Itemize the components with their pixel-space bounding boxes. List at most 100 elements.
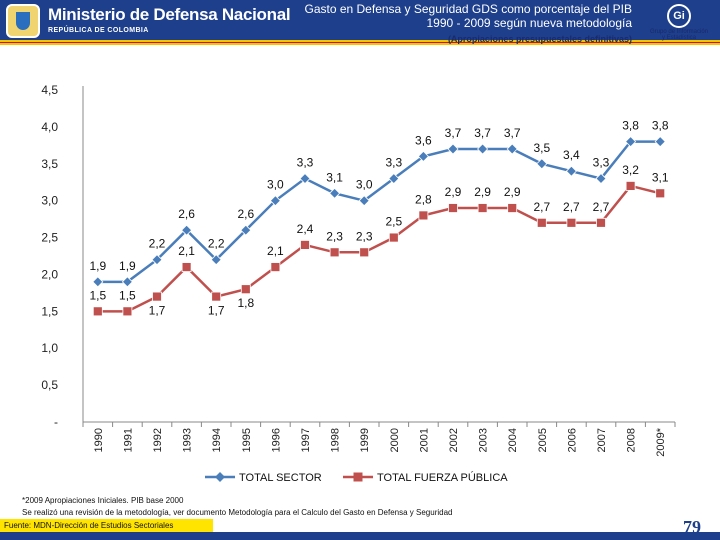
- data-point-total-sector: [506, 143, 518, 155]
- data-label: 3,4: [563, 148, 580, 162]
- data-point-total-sector: [121, 276, 133, 288]
- y-tick-label: 3,5: [41, 157, 58, 171]
- data-label: 2,8: [415, 192, 432, 206]
- x-tick-label: 2008: [626, 428, 638, 452]
- header-bar: [0, 0, 720, 45]
- data-point-fuerza-publica: [92, 306, 103, 317]
- data-point-fuerza-publica: [300, 240, 310, 250]
- line-chart: - 0,5 1,0 1,5 2,0 2,5 3,0 3,5 4,0 4,5 1990 1991 1992…: [41, 83, 676, 484]
- data-label: 1,7: [208, 304, 225, 318]
- data-point-total-sector: [388, 172, 400, 185]
- y-tick-label: 1,5: [41, 304, 58, 318]
- data-label: 1,9: [119, 259, 136, 273]
- legend-label: TOTAL FUERZA PÚBLICA: [377, 471, 508, 484]
- data-point-fuerza-publica: [507, 203, 518, 213]
- y-tick-label: 0,5: [41, 378, 58, 392]
- x-tick-label: 1993: [182, 428, 194, 452]
- legend-marker-square: [353, 472, 363, 482]
- data-point-fuerza-publica: [240, 284, 251, 295]
- republic-label: REPÚBLICA DE COLOMBIA: [48, 27, 149, 34]
- data-point-fuerza-publica: [181, 262, 192, 272]
- data-label: 2,4: [297, 222, 314, 236]
- data-label: 3,7: [504, 126, 521, 140]
- data-label: 2,7: [563, 200, 580, 214]
- data-label: 3,6: [415, 133, 432, 147]
- x-tick-label: 2000: [389, 428, 401, 452]
- data-point-fuerza-publica: [655, 188, 666, 199]
- data-label: 2,2: [149, 237, 166, 251]
- data-point-total-sector: [329, 187, 341, 199]
- gi-logo-icon: Gi: [667, 4, 691, 28]
- data-point-total-sector: [477, 143, 489, 155]
- data-label: 2,9: [445, 185, 462, 199]
- series-line-total-sector: [97, 140, 661, 284]
- chart-title-line2: 1990 - 2009 según nueva metodología: [426, 16, 633, 30]
- data-point-total-sector: [299, 172, 311, 185]
- x-tick-label: 1991: [122, 428, 134, 452]
- x-tick-label: 2005: [537, 428, 549, 452]
- data-label: 3,3: [385, 156, 402, 170]
- data-point-total-sector: [625, 136, 637, 148]
- data-label: 2,9: [474, 185, 491, 199]
- data-point-fuerza-publica: [152, 291, 162, 302]
- gi-logo-text-1: Grupo de Información: [649, 29, 709, 35]
- page-number: 79: [683, 517, 701, 537]
- x-tick-label: 2002: [448, 428, 460, 452]
- data-point-fuerza-publica: [477, 203, 488, 213]
- footnote-1: *2009 Apropiaciones Iniciales. PIB base …: [22, 496, 184, 505]
- legend-marker-diamond: [215, 472, 225, 482]
- data-label: 2,6: [178, 207, 195, 221]
- x-tick-label: 1992: [152, 428, 164, 452]
- data-point-total-sector: [92, 276, 104, 288]
- legend-label: TOTAL SECTOR: [239, 472, 322, 484]
- data-point-fuerza-publica: [418, 210, 429, 221]
- data-label: 1,5: [89, 288, 106, 302]
- data-point-total-sector: [151, 254, 163, 266]
- data-label: 2,5: [385, 215, 402, 229]
- data-label: 3,1: [326, 170, 343, 184]
- data-point-fuerza-publica: [270, 262, 281, 272]
- data-point-total-sector: [181, 224, 193, 236]
- x-tick-label: 2003: [478, 428, 490, 452]
- data-label: 3,0: [356, 178, 373, 192]
- data-label: 3,3: [297, 156, 314, 170]
- data-label: 2,1: [267, 244, 284, 258]
- data-label: 3,0: [267, 178, 284, 192]
- data-point-total-sector: [240, 224, 252, 236]
- data-point-fuerza-publica: [329, 247, 340, 258]
- data-point-total-sector: [565, 165, 577, 177]
- data-point-fuerza-publica: [536, 217, 547, 228]
- x-tick-label: 2004: [507, 428, 519, 452]
- x-tick-label: 1994: [211, 428, 223, 452]
- x-tick-label: 1995: [241, 428, 253, 452]
- ministry-name: Ministerio de Defensa Nacional: [48, 5, 291, 24]
- x-tick-label: 1990: [93, 428, 105, 452]
- chart-title-line1: Gasto en Defensa y Seguridad GDS como po…: [304, 2, 632, 16]
- data-point-fuerza-publica: [448, 203, 458, 213]
- crest-shield-icon: [16, 12, 30, 30]
- data-label: 1,5: [119, 288, 136, 302]
- x-tick-label: 2006: [566, 428, 578, 452]
- data-point-fuerza-publica: [566, 217, 577, 228]
- x-tick-label: 1997: [300, 428, 312, 452]
- data-point-fuerza-publica: [122, 306, 133, 317]
- data-label: 2,3: [356, 229, 373, 243]
- y-tick-label: 3,0: [41, 194, 58, 208]
- data-label: 2,3: [326, 229, 343, 243]
- data-label: 1,7: [149, 304, 166, 318]
- data-label: 2,7: [533, 200, 550, 214]
- data-point-total-sector: [595, 172, 607, 185]
- data-point-total-sector: [654, 136, 666, 148]
- data-point-fuerza-publica: [388, 232, 399, 243]
- x-tick-label: 1999: [359, 428, 371, 452]
- data-label: 2,1: [178, 244, 195, 258]
- data-label: 2,9: [504, 185, 521, 199]
- y-tick-label: 2,0: [41, 267, 58, 281]
- x-tick-label: 2001: [418, 428, 430, 452]
- data-label: 1,8: [237, 296, 254, 310]
- data-label: 2,2: [208, 237, 225, 251]
- y-tick-label: 1,0: [41, 341, 58, 355]
- data-point-fuerza-publica: [359, 247, 370, 258]
- y-tick-label: 2,5: [41, 231, 58, 245]
- x-tick-label: 2009*: [655, 427, 667, 456]
